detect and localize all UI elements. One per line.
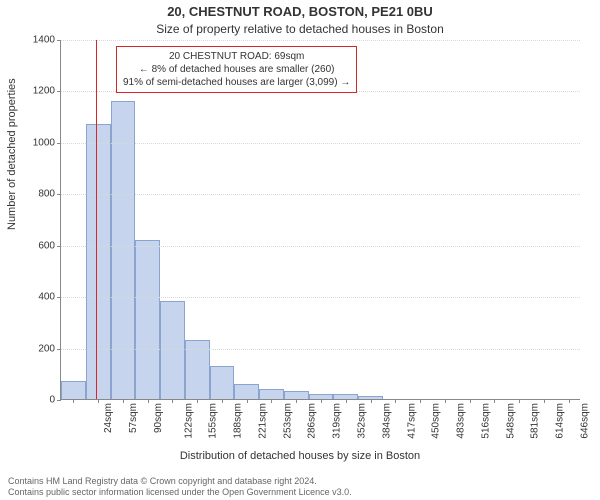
xtick-label: 548sqm bbox=[505, 403, 516, 439]
annotation-box: 20 CHESTNUT ROAD: 69sqm← 8% of detached … bbox=[116, 46, 357, 93]
ytick-label: 200 bbox=[38, 343, 55, 354]
xtick-mark bbox=[222, 399, 223, 403]
annotation-line: 20 CHESTNUT ROAD: 69sqm bbox=[123, 50, 350, 63]
histogram-bar bbox=[86, 124, 111, 399]
xtick-mark bbox=[123, 399, 124, 403]
grid-line bbox=[61, 297, 580, 298]
xtick-mark bbox=[98, 399, 99, 403]
histogram-bar bbox=[135, 240, 160, 399]
histogram-bar bbox=[259, 389, 284, 399]
ytick-label: 0 bbox=[49, 395, 55, 406]
xtick-label: 384sqm bbox=[381, 403, 392, 439]
bars-layer bbox=[61, 40, 580, 399]
ytick-mark bbox=[57, 246, 61, 247]
xtick-label: 614sqm bbox=[555, 403, 566, 439]
xtick-mark bbox=[395, 399, 396, 403]
xtick-mark bbox=[271, 399, 272, 403]
ytick-mark bbox=[57, 400, 61, 401]
xtick-label: 581sqm bbox=[530, 403, 541, 439]
xtick-mark bbox=[445, 399, 446, 403]
xtick-mark bbox=[73, 399, 74, 403]
ytick-label: 1000 bbox=[33, 137, 55, 148]
xtick-mark bbox=[519, 399, 520, 403]
grid-line bbox=[61, 143, 580, 144]
xtick-mark bbox=[420, 399, 421, 403]
xtick-mark bbox=[494, 399, 495, 403]
ytick-mark bbox=[57, 349, 61, 350]
xtick-label: 253sqm bbox=[282, 403, 293, 439]
ytick-mark bbox=[57, 40, 61, 41]
footer-line-1: Contains HM Land Registry data © Crown c… bbox=[8, 476, 592, 487]
histogram-bar bbox=[61, 381, 86, 399]
ytick-label: 800 bbox=[38, 189, 55, 200]
annotation-line: ← 8% of detached houses are smaller (260… bbox=[123, 63, 350, 76]
y-axis-label: Number of detached properties bbox=[6, 78, 18, 230]
ytick-mark bbox=[57, 297, 61, 298]
grid-line bbox=[61, 246, 580, 247]
xtick-label: 24sqm bbox=[103, 403, 114, 433]
grid-line bbox=[61, 194, 580, 195]
xtick-label: 417sqm bbox=[406, 403, 417, 439]
reference-line bbox=[96, 40, 97, 399]
xtick-mark bbox=[296, 399, 297, 403]
xtick-label: 516sqm bbox=[480, 403, 491, 439]
annotation-line: 91% of semi-detached houses are larger (… bbox=[123, 76, 350, 89]
xtick-mark bbox=[470, 399, 471, 403]
xtick-mark bbox=[197, 399, 198, 403]
xtick-mark bbox=[321, 399, 322, 403]
histogram-bar bbox=[160, 301, 185, 399]
histogram-bar bbox=[111, 101, 136, 399]
footer-text: Contains HM Land Registry data © Crown c… bbox=[8, 476, 592, 499]
xtick-mark bbox=[371, 399, 372, 403]
chart-container: 20, CHESTNUT ROAD, BOSTON, PE21 0BU Size… bbox=[0, 0, 600, 500]
chart-title: 20, CHESTNUT ROAD, BOSTON, PE21 0BU bbox=[0, 4, 600, 19]
ytick-label: 400 bbox=[38, 292, 55, 303]
xtick-label: 221sqm bbox=[258, 403, 269, 439]
ytick-label: 600 bbox=[38, 240, 55, 251]
xtick-label: 286sqm bbox=[307, 403, 318, 439]
histogram-bar bbox=[210, 366, 235, 399]
xtick-mark bbox=[247, 399, 248, 403]
xtick-mark bbox=[569, 399, 570, 403]
ytick-mark bbox=[57, 143, 61, 144]
xtick-label: 450sqm bbox=[431, 403, 442, 439]
ytick-mark bbox=[57, 194, 61, 195]
histogram-bar bbox=[234, 384, 259, 399]
ytick-mark bbox=[57, 91, 61, 92]
xtick-label: 188sqm bbox=[233, 403, 244, 439]
xtick-mark bbox=[544, 399, 545, 403]
grid-line bbox=[61, 349, 580, 350]
ytick-label: 1400 bbox=[33, 35, 55, 46]
xtick-mark bbox=[172, 399, 173, 403]
chart-subtitle: Size of property relative to detached ho… bbox=[0, 22, 600, 36]
xtick-mark bbox=[346, 399, 347, 403]
ytick-label: 1200 bbox=[33, 86, 55, 97]
xtick-label: 57sqm bbox=[128, 403, 139, 433]
xtick-label: 122sqm bbox=[183, 403, 194, 439]
histogram-bar bbox=[284, 391, 309, 399]
xtick-label: 319sqm bbox=[332, 403, 343, 439]
footer-line-2: Contains public sector information licen… bbox=[8, 487, 592, 498]
xtick-label: 155sqm bbox=[208, 403, 219, 439]
xtick-label: 646sqm bbox=[579, 403, 590, 439]
x-axis-label: Distribution of detached houses by size … bbox=[0, 450, 600, 462]
xtick-mark bbox=[148, 399, 149, 403]
plot-area: 020040060080010001200140024sqm57sqm90sqm… bbox=[60, 40, 580, 400]
xtick-label: 483sqm bbox=[456, 403, 467, 439]
xtick-label: 352sqm bbox=[357, 403, 368, 439]
xtick-label: 90sqm bbox=[153, 403, 164, 433]
grid-line bbox=[61, 40, 580, 41]
